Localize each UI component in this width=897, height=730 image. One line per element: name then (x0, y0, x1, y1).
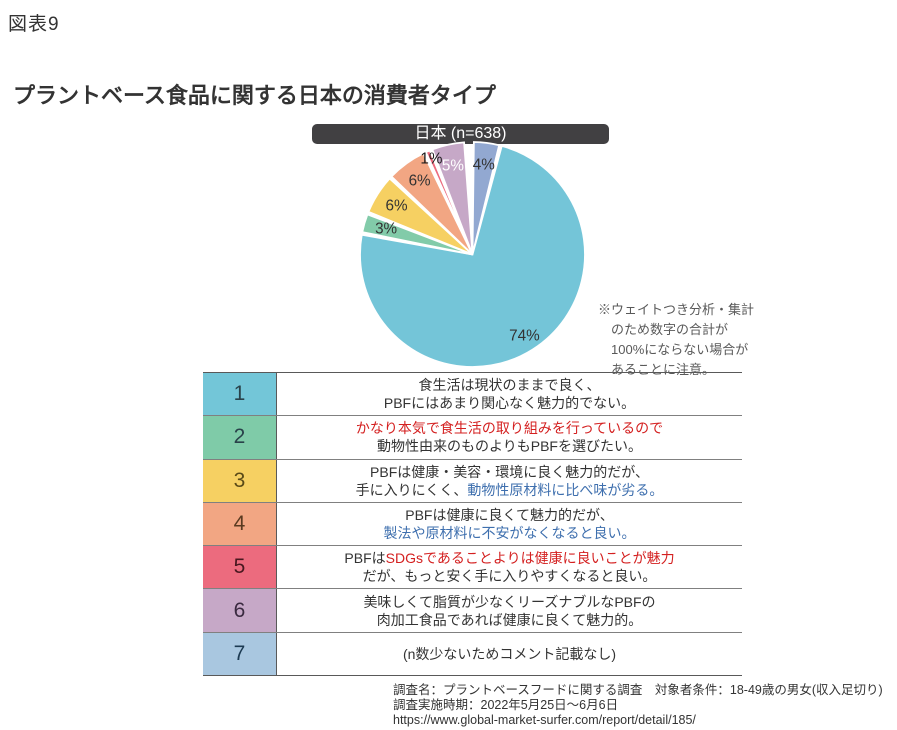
svg-text:74%: 74% (509, 327, 540, 344)
svg-text:1%: 1% (420, 151, 442, 168)
svg-text:3%: 3% (375, 220, 397, 237)
svg-text:6%: 6% (386, 197, 408, 214)
svg-text:4%: 4% (473, 156, 495, 173)
svg-text:6%: 6% (409, 173, 431, 190)
svg-text:5%: 5% (442, 158, 464, 175)
